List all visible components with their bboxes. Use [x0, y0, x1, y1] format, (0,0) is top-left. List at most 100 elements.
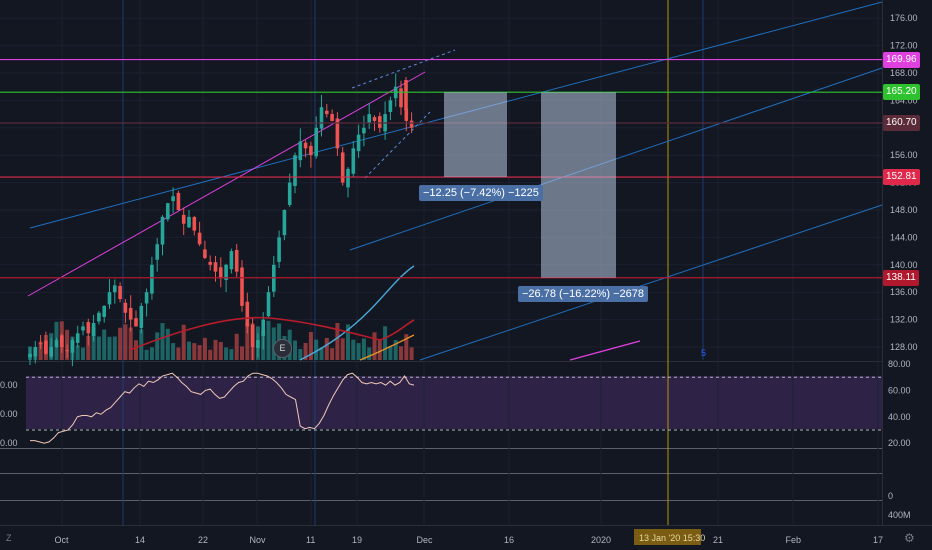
time-label-5: 19	[352, 535, 362, 545]
horizontal-levels[interactable]	[0, 58, 882, 279]
time-highlight-bg	[634, 529, 701, 545]
volume-bar	[245, 322, 250, 360]
volume-bar	[308, 332, 313, 360]
candle-body	[155, 244, 159, 260]
candle-body	[65, 350, 69, 352]
volume-bar	[399, 346, 403, 360]
volume-bar	[234, 333, 239, 360]
trend-dashed-top	[351, 49, 456, 89]
candle-body	[325, 110, 329, 115]
price-tick-6: 152.00	[890, 178, 918, 188]
time-label-2: 22	[198, 535, 208, 545]
volume-bar	[112, 336, 117, 360]
candle-body	[181, 214, 186, 224]
candle-body	[409, 120, 414, 128]
candle-body	[388, 100, 393, 112]
candle-body	[192, 216, 197, 231]
price-tick-4: 160.00	[890, 123, 918, 133]
candle-body	[319, 107, 324, 129]
volume-bar	[134, 340, 138, 360]
price-tick-1: 172.00	[890, 41, 918, 51]
timezone-mark[interactable]: Z	[6, 533, 12, 543]
volume-bar	[335, 322, 340, 360]
candle-body	[287, 182, 292, 205]
volume-bar	[38, 341, 43, 360]
volume-bar	[102, 329, 107, 360]
volume-bar	[404, 334, 409, 360]
candle-body	[404, 80, 408, 110]
volume-tick-1: 400M	[888, 510, 911, 520]
price-tick-9: 140.00	[890, 260, 918, 270]
trend-magenta-short	[569, 340, 641, 361]
candle-body	[234, 250, 239, 272]
time-label-11: 17	[873, 535, 883, 545]
candle-body	[245, 301, 250, 327]
volume-bar	[340, 338, 345, 360]
time-label-0: Oct	[55, 535, 70, 545]
volume-bar	[372, 332, 377, 360]
candle-body	[171, 196, 175, 202]
time-label-7: 16	[504, 535, 514, 545]
volume-bar	[181, 324, 186, 360]
candle-body	[362, 127, 366, 134]
candle-body	[28, 353, 32, 358]
volume-bar	[96, 336, 101, 360]
volume-bar	[144, 349, 149, 360]
time-label-10: Feb	[786, 535, 802, 545]
candle-body	[229, 251, 234, 270]
candle-body	[134, 318, 138, 327]
time-label-6: Dec	[417, 535, 434, 545]
candle-body	[330, 113, 334, 121]
candle-body	[38, 343, 43, 345]
volume-bar	[266, 320, 271, 360]
time-label-8: 2020	[591, 535, 611, 545]
volume-bar	[123, 324, 128, 360]
rsi-tick-2: 40.00	[888, 412, 911, 422]
volume-bar	[319, 347, 324, 360]
time-label-9: 21	[713, 535, 723, 545]
volume-bar	[367, 347, 372, 360]
volume-bar	[91, 327, 96, 360]
candle-body	[208, 261, 212, 265]
volume-bar	[176, 347, 181, 360]
settings-icon[interactable]: ⚙	[904, 531, 915, 545]
candle-body	[33, 347, 38, 357]
volume-bar	[388, 346, 393, 360]
candle-body	[160, 216, 165, 245]
volume-bar	[229, 349, 234, 360]
price-tick-8: 144.00	[890, 232, 918, 242]
candle-body	[367, 114, 371, 124]
candle-body	[139, 305, 144, 328]
rsi-left-tick-1: 0.00	[0, 380, 18, 390]
volume-bar	[171, 343, 176, 360]
earnings-badge[interactable]: E	[273, 339, 292, 358]
candle-body	[44, 340, 48, 354]
candle-body	[298, 141, 303, 161]
candle-body	[91, 323, 96, 337]
trend-magenta	[27, 71, 426, 297]
volume-bar	[202, 337, 207, 360]
volume-bar	[149, 347, 154, 360]
volume-bar	[330, 348, 335, 360]
candle-body	[176, 192, 181, 210]
small-marker: 5	[701, 348, 707, 358]
candle-body	[54, 340, 59, 348]
candle-body	[150, 264, 154, 294]
volume-bar	[393, 339, 398, 360]
candle-body	[187, 216, 191, 228]
candle-body	[256, 340, 260, 348]
volume-bar	[293, 340, 297, 360]
price-tick-5: 156.00	[890, 150, 918, 160]
volume-bar	[303, 343, 308, 360]
measure-boxes[interactable]	[444, 92, 616, 278]
volume-bar	[361, 338, 366, 360]
volume-bar	[356, 343, 361, 360]
volume-bar	[213, 339, 218, 360]
candle-body	[213, 262, 218, 272]
candle-body	[75, 333, 80, 343]
volume-bar	[218, 341, 223, 360]
volume-bar	[81, 347, 85, 360]
candle-body	[309, 145, 313, 156]
